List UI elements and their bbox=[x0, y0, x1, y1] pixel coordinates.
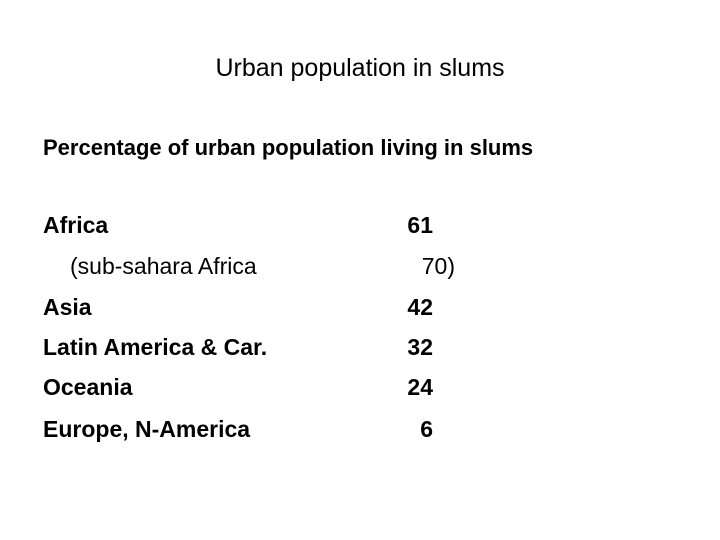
region-value: 32 bbox=[407, 334, 433, 360]
region-value: 24 bbox=[407, 374, 433, 400]
slide-title: Urban population in slums bbox=[215, 54, 505, 82]
region-value: 42 bbox=[407, 294, 433, 320]
region-label: Europe, N-America bbox=[43, 416, 251, 442]
region-value: 61 bbox=[407, 212, 433, 238]
region-label: Asia bbox=[43, 294, 92, 320]
region-label: (sub-sahara Africa bbox=[70, 253, 257, 279]
region-value: 70) bbox=[421, 253, 455, 279]
region-label: Africa bbox=[43, 212, 109, 238]
region-value: 6 bbox=[420, 416, 433, 442]
subtitle: Percentage of urban population living in… bbox=[43, 135, 534, 160]
region-label: Latin America & Car. bbox=[43, 334, 268, 360]
region-label: Oceania bbox=[43, 374, 133, 400]
